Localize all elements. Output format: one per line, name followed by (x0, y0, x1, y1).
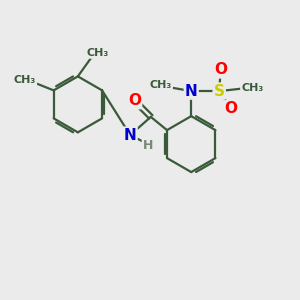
Text: N: N (185, 84, 198, 99)
Text: H: H (143, 139, 153, 152)
Text: CH₃: CH₃ (87, 48, 109, 58)
Text: S: S (214, 84, 225, 99)
Text: CH₃: CH₃ (241, 83, 263, 93)
Text: O: O (224, 101, 238, 116)
Text: O: O (128, 93, 141, 108)
Text: CH₃: CH₃ (150, 80, 172, 90)
Text: N: N (124, 128, 136, 142)
Text: CH₃: CH₃ (14, 75, 36, 85)
Text: O: O (214, 62, 227, 77)
